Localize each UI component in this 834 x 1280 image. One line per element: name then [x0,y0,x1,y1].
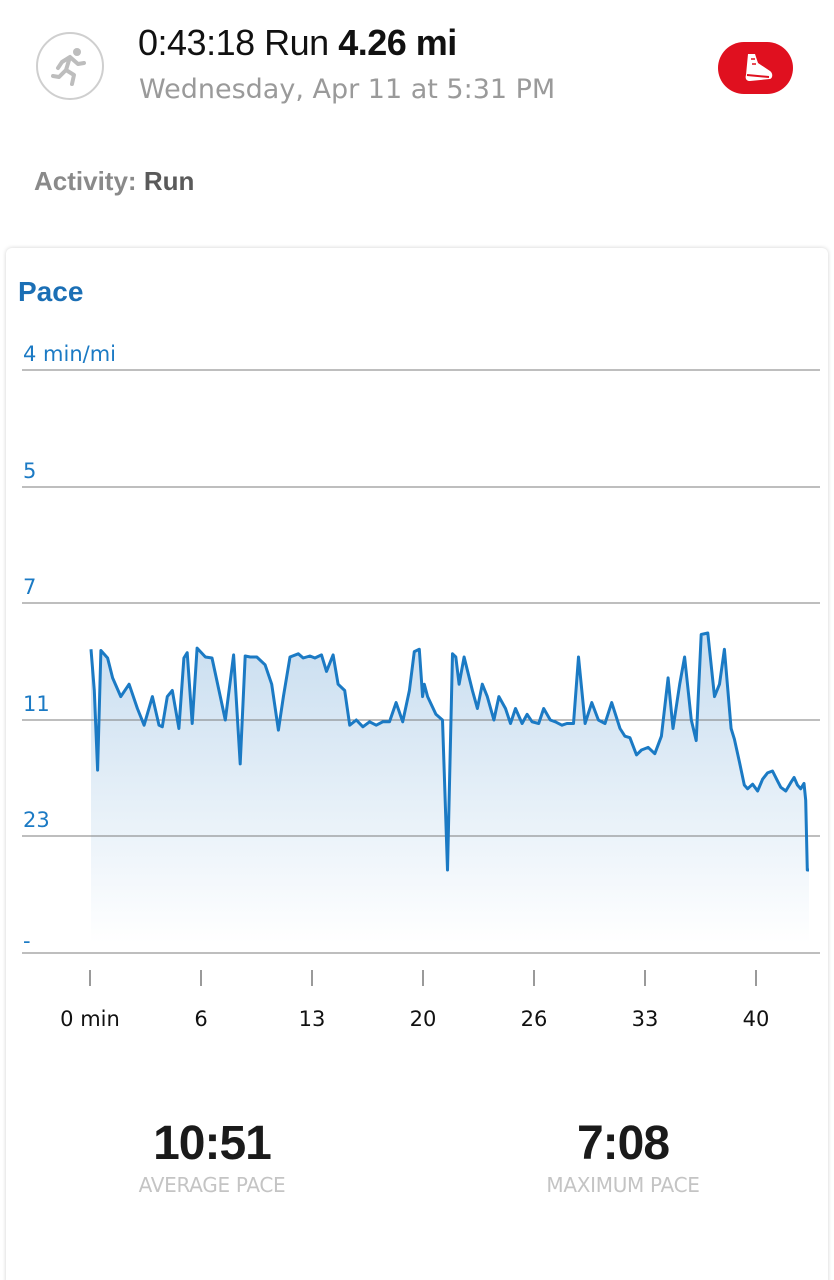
pace-card: Pace 4 min/mi 5 7 11 23 - 0 min 6 13 20 26 33 40 10:… [6,248,828,1280]
y-tick-label: 4 min/mi [23,342,116,366]
maximum-pace-value: 7:08 [576,1117,670,1170]
pace-line [89,631,809,872]
activity-type-row: Activity: Run [34,166,194,197]
activity-word-text: Run [264,22,329,63]
x-tick-label: 33 [632,1007,659,1031]
running-person-glyph [51,48,86,86]
x-tick-label: 6 [194,1007,207,1031]
running-person-icon [36,32,104,100]
pace-card-title: Pace [18,276,84,307]
maximum-pace-stat: 7:08 MAXIMUM PACE [493,1116,753,1197]
x-tick-label: 13 [299,1007,326,1031]
duration-text: 0:43:18 [138,22,255,63]
maximum-pace-caption: MAXIMUM PACE [546,1173,700,1197]
average-pace-value: 10:51 [153,1117,272,1170]
activity-date: Wednesday, Apr 11 at 5:31 PM [139,74,556,105]
y-tick-label: - [23,929,31,953]
average-pace-caption: AVERAGE PACE [138,1173,286,1197]
x-tick-label: 20 [410,1007,437,1031]
y-tick-label: 11 [23,692,50,716]
y-tick-label: 7 [23,575,36,599]
distance-text: 4.26 mi [338,22,457,63]
activity-label: Activity: [34,166,137,196]
activity-value: Run [143,166,195,196]
average-pace-stat: 10:51 AVERAGE PACE [82,1116,342,1197]
activity-title: 0:43:18 Run 4.26 mi [138,22,457,64]
y-tick-label: 23 [23,808,50,832]
shoe-icon [745,54,772,81]
pace-chart: 4 min/mi 5 7 11 23 - 0 min 6 13 20 26 33 40 [22,342,820,1031]
x-tick-label: 26 [521,1007,548,1031]
x-tick-label: 40 [743,1007,770,1031]
x-tick-label: 0 min [60,1007,120,1031]
shoe-badge-button[interactable] [718,42,793,94]
y-tick-label: 5 [23,459,36,483]
